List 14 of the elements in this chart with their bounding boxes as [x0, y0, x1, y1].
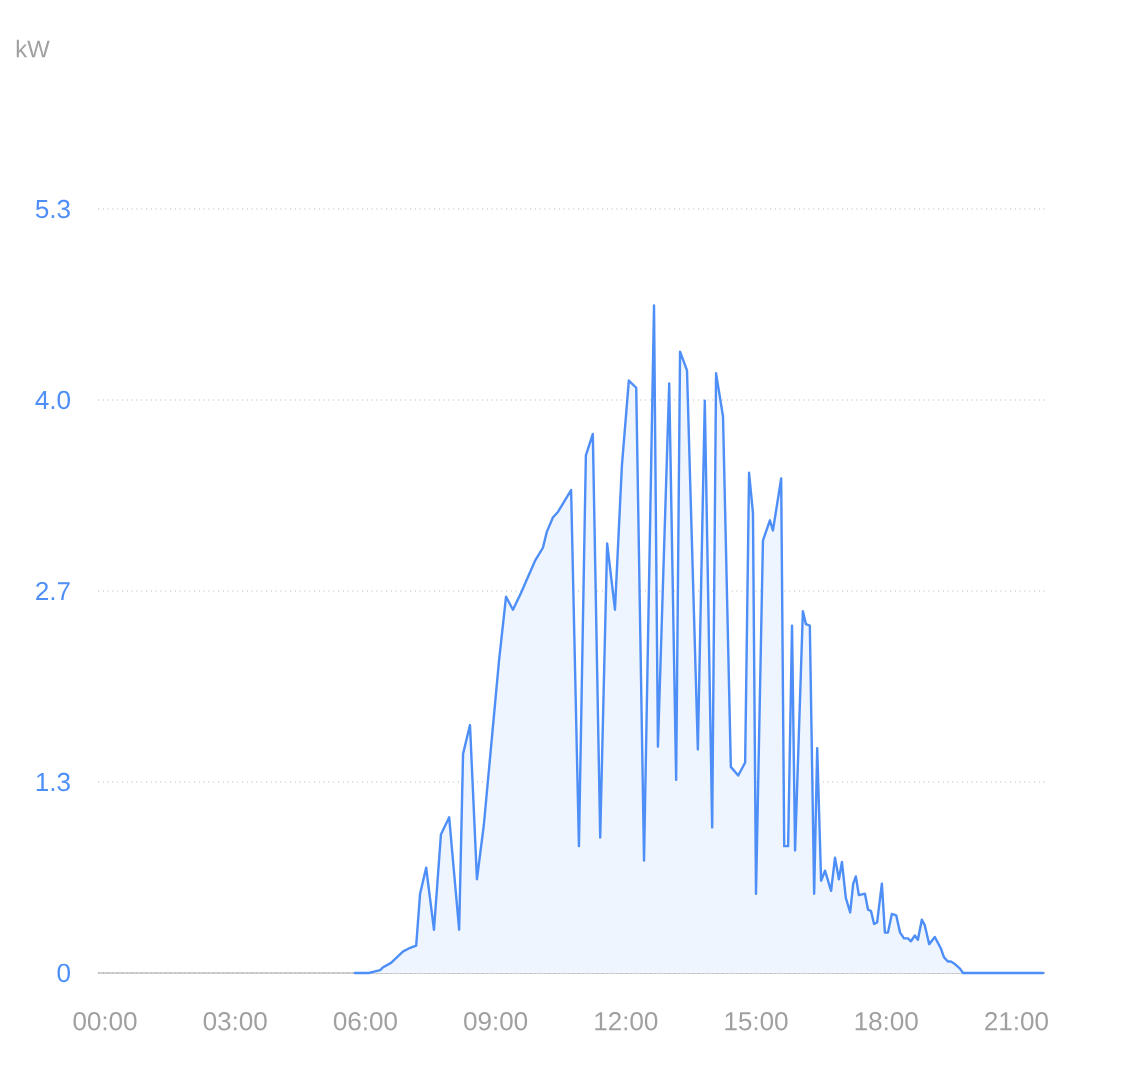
text: kW	[16, 39, 50, 58]
x-tick-label: 12:00	[595, 1012, 658, 1031]
x-tick-label: 00:00	[73, 1012, 137, 1031]
x-tick-label: 18:00	[855, 1012, 918, 1031]
y-tick-label: 2.7	[36, 581, 70, 601]
x-tick-label: 15:00	[725, 1012, 788, 1031]
x-tick-label: 06:00	[333, 1012, 397, 1031]
y-tick-label: 1.3	[36, 772, 70, 792]
y-tick-label: 4.0	[35, 390, 70, 410]
y-tick-label: 0	[57, 963, 70, 983]
y-tick-label: 5.3	[35, 199, 70, 219]
x-tick-label: 03:00	[203, 1012, 267, 1031]
x-tick-label: 21:00	[985, 1012, 1048, 1031]
x-tick-label: 09:00	[464, 1012, 528, 1031]
